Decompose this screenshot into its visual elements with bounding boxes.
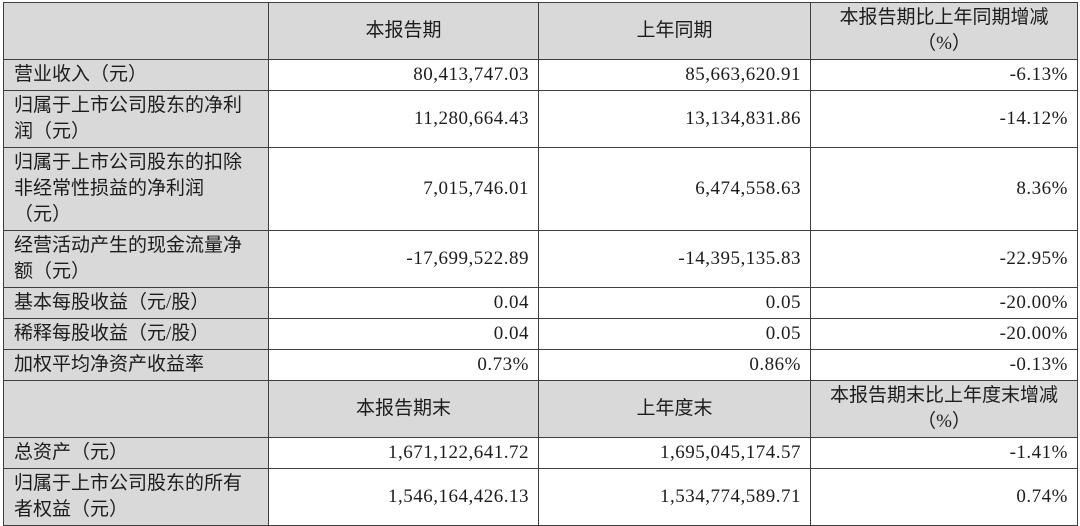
corner-cell-period	[3, 2, 269, 60]
table-row-net-profit-deducted: 归属于上市公司股东的扣除 非经常性损益的净利润 （元） 7,015,746.01…	[3, 147, 1078, 231]
row-label-operating-cash-flow: 经营活动产生的现金流量净 额（元）	[3, 230, 269, 288]
header-current-period: 本报告期	[268, 2, 539, 60]
row-label-basic-eps: 基本每股收益（元/股）	[3, 287, 269, 319]
table-row-weighted-roe: 加权平均净资产收益率 0.73% 0.86% -0.13%	[3, 349, 1078, 381]
header-row-period-end: 本报告期末 上年度末 本报告期末比上年度末增减 （%）	[3, 380, 1078, 438]
weighted-roe-prior: 0.86%	[538, 349, 811, 381]
header-prior-year-end: 上年度末	[538, 380, 811, 438]
table-row-revenue: 营业收入（元） 80,413,747.03 85,663,620.91 -6.1…	[3, 59, 1078, 91]
owners-equity-prior: 1,534,774,589.71	[538, 468, 811, 526]
row-label-net-profit-deducted: 归属于上市公司股东的扣除 非经常性损益的净利润 （元）	[3, 147, 269, 231]
operating-cash-flow-prior: -14,395,135.83	[538, 230, 811, 288]
net-profit-deducted-current: 7,015,746.01	[268, 147, 539, 231]
basic-eps-current: 0.04	[268, 287, 539, 319]
row-label-revenue: 营业收入（元）	[3, 59, 269, 91]
diluted-eps-current: 0.04	[268, 318, 539, 350]
header-prior-period: 上年同期	[538, 2, 811, 60]
financial-summary-table: 本报告期 上年同期 本报告期比上年同期增减 （%） 营业收入（元） 80,413…	[3, 2, 1078, 526]
row-label-total-assets: 总资产（元）	[3, 437, 269, 469]
total-assets-prior: 1,695,045,174.57	[538, 437, 811, 469]
operating-cash-flow-current: -17,699,522.89	[268, 230, 539, 288]
table-row-total-assets: 总资产（元） 1,671,122,641.72 1,695,045,174.57…	[3, 437, 1078, 469]
diluted-eps-prior: 0.05	[538, 318, 811, 350]
net-profit-current: 11,280,664.43	[268, 90, 539, 148]
owners-equity-change: 0.74%	[810, 468, 1078, 526]
net-profit-deducted-prior: 6,474,558.63	[538, 147, 811, 231]
basic-eps-prior: 0.05	[538, 287, 811, 319]
revenue-prior: 85,663,620.91	[538, 59, 811, 91]
row-label-owners-equity: 归属于上市公司股东的所有 者权益（元）	[3, 468, 269, 526]
row-label-diluted-eps: 稀释每股收益（元/股）	[3, 318, 269, 350]
table-row-diluted-eps: 稀释每股收益（元/股） 0.04 0.05 -20.00%	[3, 318, 1078, 350]
financial-summary: 本报告期 上年同期 本报告期比上年同期增减 （%） 营业收入（元） 80,413…	[3, 2, 1078, 526]
header-row-period: 本报告期 上年同期 本报告期比上年同期增减 （%）	[3, 2, 1078, 60]
header-period-end-change: 本报告期末比上年度末增减 （%）	[810, 380, 1078, 438]
revenue-change: -6.13%	[810, 59, 1078, 91]
header-current-period-end: 本报告期末	[268, 380, 539, 438]
table-row-owners-equity: 归属于上市公司股东的所有 者权益（元） 1,546,164,426.13 1,5…	[3, 468, 1078, 526]
corner-cell-period-end	[3, 380, 269, 438]
weighted-roe-current: 0.73%	[268, 349, 539, 381]
row-label-weighted-roe: 加权平均净资产收益率	[3, 349, 269, 381]
owners-equity-current: 1,546,164,426.13	[268, 468, 539, 526]
basic-eps-change: -20.00%	[810, 287, 1078, 319]
diluted-eps-change: -20.00%	[810, 318, 1078, 350]
net-profit-prior: 13,134,831.86	[538, 90, 811, 148]
revenue-current: 80,413,747.03	[268, 59, 539, 91]
table-row-net-profit: 归属于上市公司股东的净利 润（元） 11,280,664.43 13,134,8…	[3, 90, 1078, 148]
total-assets-current: 1,671,122,641.72	[268, 437, 539, 469]
net-profit-change: -14.12%	[810, 90, 1078, 148]
total-assets-change: -1.41%	[810, 437, 1078, 469]
table-row-basic-eps: 基本每股收益（元/股） 0.04 0.05 -20.00%	[3, 287, 1078, 319]
net-profit-deducted-change: 8.36%	[810, 147, 1078, 231]
header-period-change: 本报告期比上年同期增减 （%）	[810, 2, 1078, 60]
weighted-roe-change: -0.13%	[810, 349, 1078, 381]
operating-cash-flow-change: -22.95%	[810, 230, 1078, 288]
row-label-net-profit: 归属于上市公司股东的净利 润（元）	[3, 90, 269, 148]
table-row-operating-cash-flow: 经营活动产生的现金流量净 额（元） -17,699,522.89 -14,395…	[3, 230, 1078, 288]
